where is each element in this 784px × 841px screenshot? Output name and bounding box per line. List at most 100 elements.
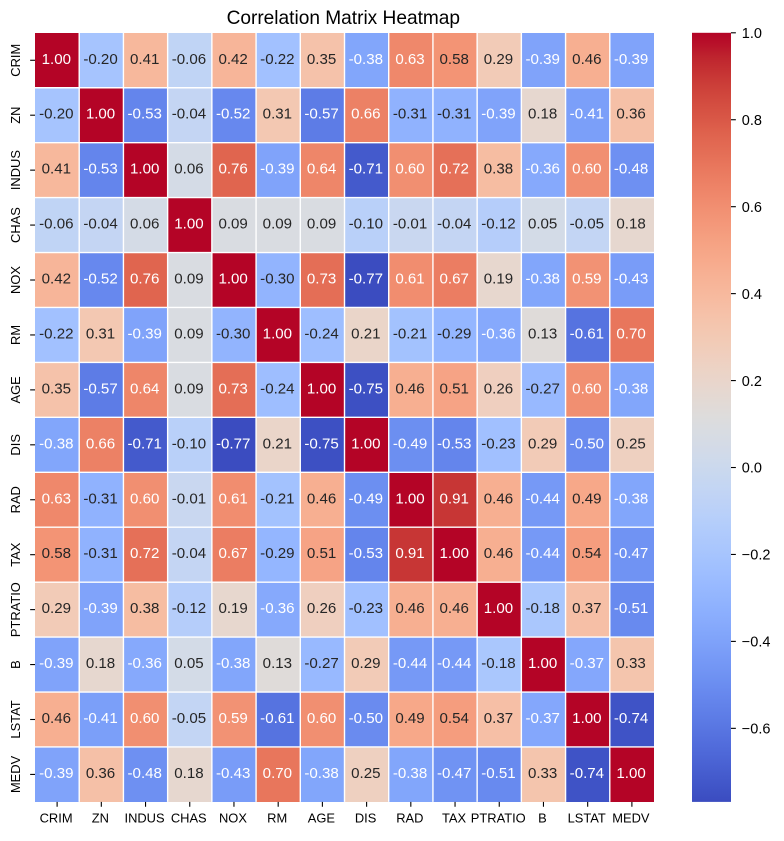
- svg-text:0.60: 0.60: [395, 161, 424, 178]
- svg-text:0.31: 0.31: [86, 325, 115, 342]
- svg-text:MEDV: MEDV: [8, 755, 23, 793]
- svg-text:0.09: 0.09: [263, 216, 292, 233]
- svg-text:-0.75: -0.75: [304, 435, 338, 452]
- svg-text:Correlation Matrix Heatmap: Correlation Matrix Heatmap: [227, 8, 460, 29]
- svg-text:0.42: 0.42: [42, 271, 71, 288]
- svg-text:-0.04: -0.04: [437, 216, 471, 233]
- svg-text:1.00: 1.00: [130, 161, 159, 178]
- svg-text:CHAS: CHAS: [171, 810, 207, 825]
- svg-text:-0.04: -0.04: [172, 106, 206, 123]
- svg-text:-0.31: -0.31: [83, 490, 117, 507]
- svg-text:0.60: 0.60: [572, 161, 601, 178]
- svg-text:-0.51: -0.51: [481, 765, 515, 782]
- svg-text:-0.57: -0.57: [83, 380, 117, 397]
- svg-text:1.0: 1.0: [742, 26, 762, 42]
- svg-text:CHAS: CHAS: [8, 207, 23, 243]
- svg-text:-0.38: -0.38: [349, 51, 383, 68]
- svg-text:-0.41: -0.41: [83, 710, 117, 727]
- svg-text:0.46: 0.46: [484, 490, 513, 507]
- svg-text:-0.47: -0.47: [614, 545, 648, 562]
- svg-text:0.91: 0.91: [395, 545, 424, 562]
- svg-text:0.59: 0.59: [218, 710, 247, 727]
- svg-text:-0.39: -0.39: [39, 765, 73, 782]
- svg-text:0.06: 0.06: [130, 216, 159, 233]
- svg-text:-0.51: -0.51: [614, 600, 648, 617]
- svg-text:0.61: 0.61: [395, 271, 424, 288]
- svg-text:-0.53: -0.53: [349, 545, 383, 562]
- svg-text:0.05: 0.05: [174, 655, 203, 672]
- svg-text:0.70: 0.70: [616, 325, 645, 342]
- svg-text:-0.10: -0.10: [349, 216, 383, 233]
- svg-text:PTRATIO: PTRATIO: [8, 582, 23, 637]
- svg-text:-0.44: -0.44: [393, 655, 427, 672]
- svg-text:0.29: 0.29: [42, 600, 71, 617]
- svg-text:-0.36: -0.36: [260, 600, 294, 617]
- svg-text:0.2: 0.2: [742, 374, 762, 390]
- svg-text:0.46: 0.46: [440, 600, 469, 617]
- svg-text:-0.49: -0.49: [393, 435, 427, 452]
- svg-text:-0.75: -0.75: [349, 380, 383, 397]
- svg-text:0.25: 0.25: [616, 435, 645, 452]
- svg-text:-0.31: -0.31: [393, 106, 427, 123]
- svg-text:LSTAT: LSTAT: [8, 700, 23, 738]
- svg-text:-0.61: -0.61: [260, 710, 294, 727]
- svg-text:-0.57: -0.57: [304, 106, 338, 123]
- svg-text:0.09: 0.09: [218, 216, 247, 233]
- svg-text:-0.48: -0.48: [128, 765, 162, 782]
- svg-text:1.00: 1.00: [263, 325, 292, 342]
- svg-text:1.00: 1.00: [351, 435, 380, 452]
- svg-text:0.60: 0.60: [130, 710, 159, 727]
- svg-text:-0.36: -0.36: [525, 161, 559, 178]
- svg-text:0.63: 0.63: [42, 490, 71, 507]
- svg-text:0.25: 0.25: [351, 765, 380, 782]
- svg-text:-0.47: -0.47: [437, 765, 471, 782]
- svg-text:0.13: 0.13: [263, 655, 292, 672]
- svg-text:0.91: 0.91: [440, 490, 469, 507]
- svg-text:0.8: 0.8: [742, 113, 762, 129]
- svg-text:DIS: DIS: [8, 434, 23, 456]
- svg-text:0.18: 0.18: [616, 216, 645, 233]
- svg-text:DIS: DIS: [355, 810, 377, 825]
- svg-text:TAX: TAX: [442, 810, 467, 825]
- svg-text:0.26: 0.26: [307, 600, 336, 617]
- svg-text:-0.52: -0.52: [83, 271, 117, 288]
- svg-text:0.64: 0.64: [307, 161, 336, 178]
- svg-text:0.37: 0.37: [484, 710, 513, 727]
- svg-text:-0.52: -0.52: [216, 106, 250, 123]
- svg-text:0.18: 0.18: [86, 655, 115, 672]
- svg-text:-0.18: -0.18: [481, 655, 515, 672]
- svg-text:−0.6: −0.6: [742, 722, 771, 738]
- svg-text:AGE: AGE: [8, 376, 23, 404]
- svg-text:RM: RM: [8, 325, 23, 345]
- svg-text:0.41: 0.41: [42, 161, 71, 178]
- svg-text:-0.43: -0.43: [614, 271, 648, 288]
- svg-text:-0.36: -0.36: [481, 325, 515, 342]
- svg-text:0.09: 0.09: [174, 271, 203, 288]
- svg-text:CRIM: CRIM: [8, 44, 23, 77]
- svg-text:1.00: 1.00: [218, 271, 247, 288]
- svg-text:-0.24: -0.24: [304, 325, 338, 342]
- svg-text:-0.38: -0.38: [393, 765, 427, 782]
- svg-text:1.00: 1.00: [86, 106, 115, 123]
- svg-text:-0.38: -0.38: [525, 271, 559, 288]
- svg-text:0.36: 0.36: [86, 765, 115, 782]
- svg-text:-0.20: -0.20: [39, 106, 73, 123]
- svg-text:0.67: 0.67: [218, 545, 247, 562]
- svg-text:-0.21: -0.21: [393, 325, 427, 342]
- svg-text:0.46: 0.46: [307, 490, 336, 507]
- svg-text:0.60: 0.60: [130, 490, 159, 507]
- svg-text:0.59: 0.59: [572, 271, 601, 288]
- svg-text:-0.27: -0.27: [304, 655, 338, 672]
- svg-text:-0.71: -0.71: [349, 161, 383, 178]
- svg-text:0.35: 0.35: [307, 51, 336, 68]
- svg-text:-0.23: -0.23: [349, 600, 383, 617]
- svg-text:0.4: 0.4: [742, 287, 762, 303]
- svg-text:MEDV: MEDV: [612, 810, 650, 825]
- svg-text:1.00: 1.00: [572, 710, 601, 727]
- svg-text:-0.12: -0.12: [481, 216, 515, 233]
- svg-text:0.29: 0.29: [528, 435, 557, 452]
- svg-text:-0.23: -0.23: [481, 435, 515, 452]
- svg-text:0.33: 0.33: [528, 765, 557, 782]
- svg-text:-0.31: -0.31: [83, 545, 117, 562]
- svg-text:0.49: 0.49: [395, 710, 424, 727]
